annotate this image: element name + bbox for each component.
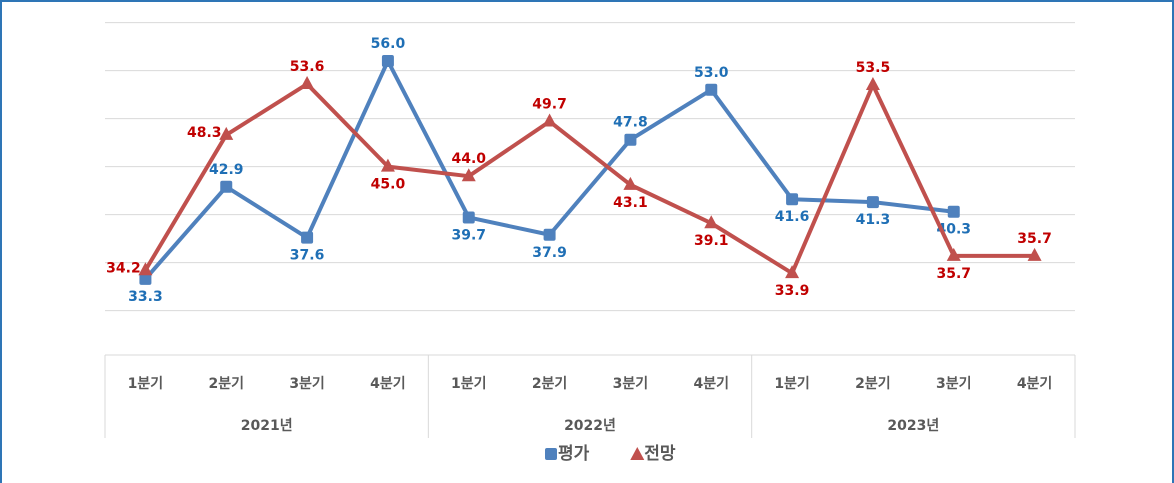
group-label: 2021년 [241,418,293,434]
marker [623,176,638,190]
marker [220,180,233,193]
marker [705,83,718,96]
value-label: 39.7 [451,227,486,243]
x-tick-label: 2분기 [532,376,568,392]
marker [219,126,234,140]
legend-label: 평가 [558,444,590,464]
value-label: 33.3 [128,289,163,305]
marker [301,231,314,244]
marker [138,262,153,276]
x-tick-label: 2분기 [855,376,891,392]
value-label: 53.5 [856,60,891,76]
marker [624,133,637,146]
value-label: 42.9 [209,162,244,178]
x-tick-label: 1분기 [774,376,810,392]
marker [786,193,799,206]
value-label: 44.0 [451,151,486,167]
value-label: 35.7 [1017,231,1052,247]
value-label: 56.0 [371,36,406,52]
group-label: 2023년 [887,418,939,434]
value-label: 53.6 [290,59,325,75]
x-tick-label: 1분기 [128,376,164,392]
x-tick-label: 3분기 [289,376,325,392]
x-tick-label: 2분기 [208,376,244,392]
value-label: 41.3 [856,212,891,228]
marker [785,265,800,279]
x-tick-label: 4분기 [370,376,406,392]
value-label: 53.0 [694,65,729,81]
value-label: 34.2 [106,260,141,276]
value-label: 41.6 [775,209,810,225]
value-label: 48.3 [187,125,222,141]
marker [139,272,152,285]
legend-marker [545,448,557,460]
legend-label: 전망 [644,444,676,464]
marker [543,228,556,241]
value-label: 47.8 [613,115,648,131]
value-label: 45.0 [371,177,406,193]
marker [462,211,475,224]
x-tick-label: 1분기 [451,376,487,392]
marker [865,77,880,90]
marker [300,76,315,90]
x-tick-label: 4분기 [1017,376,1053,392]
marker [381,55,394,67]
x-tick-label: 3분기 [613,376,649,392]
marker [866,196,879,209]
value-label: 35.7 [936,266,971,282]
value-label: 43.1 [613,195,648,211]
marker [461,168,476,182]
value-label: 37.9 [532,245,567,261]
marker [947,205,960,218]
marker [542,113,557,127]
marker [380,158,395,172]
series-line [143,82,1035,276]
group-label: 2022년 [564,418,616,434]
x-tick-label: 3분기 [936,376,972,392]
x-tick-label: 4분기 [693,376,729,392]
value-label: 49.7 [532,96,567,112]
marker [1027,247,1042,261]
value-label: 39.1 [694,233,729,249]
value-label: 37.6 [290,248,325,264]
marker [704,215,719,229]
marker [946,247,961,261]
value-label: 33.9 [775,283,810,299]
legend-marker [630,447,645,460]
